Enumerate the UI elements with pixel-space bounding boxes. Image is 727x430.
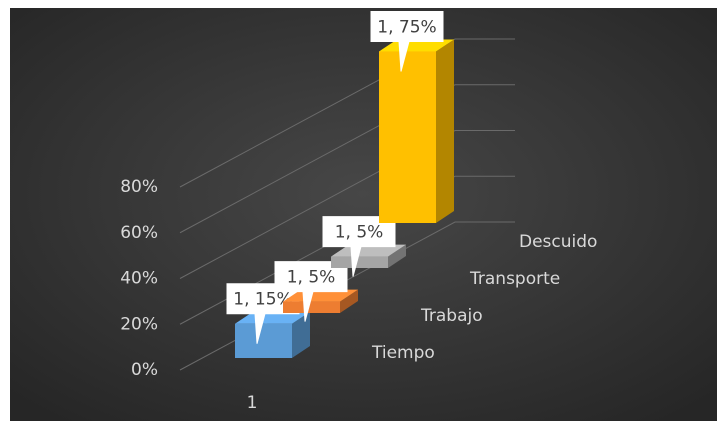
grid-line: [179, 38, 515, 188]
bar-side: [340, 289, 358, 313]
data-label: 1, 5%: [287, 268, 336, 288]
bar-top: [283, 289, 358, 302]
series-label: Descuido: [519, 232, 597, 252]
y-tick-label: 80%: [120, 177, 158, 197]
y-tick-label: 0%: [131, 360, 158, 380]
bar-top: [235, 311, 310, 324]
bar: [379, 51, 436, 223]
bar-top: [379, 39, 454, 52]
bar-side: [292, 311, 310, 358]
bar: [235, 323, 292, 358]
grid-line: [179, 84, 515, 234]
y-tick-label: 60%: [120, 223, 158, 243]
y-tick-label: 40%: [120, 269, 158, 289]
bar: [331, 256, 388, 268]
series-label: Trabajo: [420, 306, 483, 326]
bar-side: [388, 244, 406, 268]
bar-top: [331, 244, 406, 257]
series-label: Tiempo: [371, 343, 435, 363]
bar: [283, 301, 340, 313]
grid-line: [179, 130, 515, 279]
series-label: Transporte: [469, 269, 560, 289]
data-label: 1, 5%: [335, 223, 384, 243]
chart-area: [10, 8, 717, 421]
y-tick-label: 20%: [120, 314, 158, 334]
x-tick-label: 1: [247, 393, 258, 413]
grid-line: [179, 175, 515, 325]
bar-side: [436, 39, 454, 223]
data-label: 1, 75%: [377, 17, 436, 37]
data-label: 1, 15%: [233, 290, 292, 310]
data-label-box: [370, 10, 444, 72]
